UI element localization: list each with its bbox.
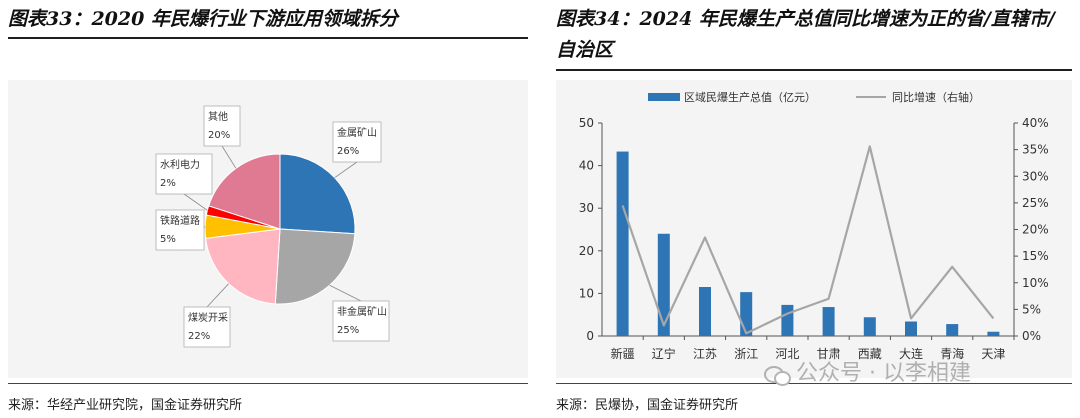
x-tick-label-1: 辽宁 — [652, 346, 676, 361]
left-tick-label: 20 — [579, 244, 594, 258]
x-tick-label-6: 西藏 — [858, 347, 882, 361]
pie-slice-0 — [279, 153, 356, 235]
x-tick-label-3: 浙江 — [734, 347, 758, 361]
left-tick-label: 50 — [579, 116, 594, 130]
pie-leader-2 — [206, 283, 229, 308]
pie-label-box-1 — [332, 300, 390, 342]
legend-line-label: 同比增速（右轴） — [892, 90, 980, 104]
x-tick-label-7: 大连 — [899, 346, 923, 361]
pie-label-value-2: 22% — [188, 331, 210, 342]
right-tick-label: 30% — [1022, 169, 1049, 183]
watermark-text: 公众号 · 以李相建 — [796, 361, 971, 386]
x-tick-label-5: 甘肃 — [817, 347, 841, 361]
pie-label-box-4 — [155, 153, 213, 195]
pie-label-name-0: 金属矿山 — [337, 126, 377, 139]
pie-slice-1 — [274, 228, 356, 305]
right-tick-label: 35% — [1022, 143, 1049, 157]
pie-slice-5 — [208, 153, 281, 230]
pie-label-box-3 — [155, 209, 205, 251]
pie-label-value-0: 26% — [337, 146, 359, 157]
pie-chart: 金属矿山 26% 非金属矿山 25% 煤炭开采 22% 铁路道路 5% 水利电力 2% 其他 20% — [155, 105, 390, 348]
x-tick-label-9: 天津 — [981, 347, 1005, 361]
bar-2 — [699, 287, 711, 336]
watermark: 公众号 · 以李相建 — [764, 356, 1064, 392]
x-tick-label-8: 青海 — [940, 346, 964, 361]
pie-label-name-5: 其他 — [208, 110, 228, 123]
x-tick-label-4: 河北 — [775, 347, 799, 361]
left-tick-label: 30 — [579, 201, 594, 215]
legend-bar-label: 区域民爆生产总值（亿元） — [684, 90, 816, 104]
x-tick-label-2: 江苏 — [693, 347, 717, 361]
pie-label-value-4: 2% — [160, 178, 176, 189]
right-tick-label: 0% — [1022, 329, 1041, 343]
bar-5 — [822, 307, 835, 336]
left-title-divider — [8, 37, 528, 39]
bar-line-chart: 区域民爆生产总值（亿元） 同比增速（右轴） 0 10 20 30 40 50 0% 5% 10% 1… — [579, 90, 1049, 361]
wechat-icon — [764, 364, 791, 386]
right-chart-title: 图表34：2024 年民爆生产总值同比增速为正的省/直辖市/自治区 — [556, 8, 1055, 61]
bar-7 — [905, 321, 917, 336]
right-tick-label: 15% — [1022, 249, 1049, 263]
left-chart-title: 图表33：2020 年民爆行业下游应用领域拆分 — [8, 8, 398, 30]
pie-label-name-1: 非金属矿山 — [337, 305, 387, 318]
left-tick-label: 0 — [586, 329, 594, 343]
pie-label-value-1: 25% — [337, 325, 359, 336]
x-tick-label-0: 新疆 — [611, 346, 635, 361]
pie-label-box-5 — [203, 105, 241, 147]
bar-8 — [946, 324, 959, 336]
right-source: 来源：民爆协，国金证券研究所 — [556, 398, 739, 413]
pie-leader-1 — [329, 284, 362, 302]
bar-0 — [616, 151, 629, 336]
left-tick-label: 40 — [579, 159, 594, 173]
pie-label-box-2 — [183, 306, 231, 348]
pie-label-box-0 — [332, 121, 382, 163]
pie-label-name-3: 铁路道路 — [160, 214, 200, 227]
pie-slice-2 — [205, 228, 281, 305]
right-tick-label: 40% — [1022, 116, 1049, 130]
right-tick-label: 5% — [1022, 302, 1041, 316]
pie-leader-5 — [221, 145, 237, 169]
legend-bar-swatch — [648, 93, 680, 101]
right-title-divider — [556, 69, 1072, 71]
right-tick-label: 20% — [1022, 223, 1049, 237]
left-source-divider — [8, 383, 528, 384]
growth-line-path — [621, 145, 995, 335]
right-tick-label: 25% — [1022, 196, 1049, 210]
right-source-divider — [556, 383, 1072, 384]
bar-3 — [740, 292, 753, 336]
pie-leader-4 — [183, 193, 208, 211]
pie-label-value-5: 20% — [208, 130, 230, 141]
bar-1 — [657, 233, 670, 336]
right-tick-label: 10% — [1022, 276, 1049, 290]
right-chart-panel — [556, 80, 1072, 378]
bar-4 — [781, 304, 794, 336]
pie-leader-0 — [334, 161, 358, 178]
left-source: 来源：华经产业研究院，国金证券研究所 — [8, 398, 243, 413]
pie-label-name-2: 煤炭开采 — [188, 311, 228, 324]
left-tick-label: 10 — [579, 286, 594, 300]
bar-6 — [863, 317, 876, 336]
bar-9 — [987, 331, 1000, 336]
pie-label-name-4: 水利电力 — [160, 158, 200, 171]
pie-label-value-3: 5% — [160, 234, 176, 245]
